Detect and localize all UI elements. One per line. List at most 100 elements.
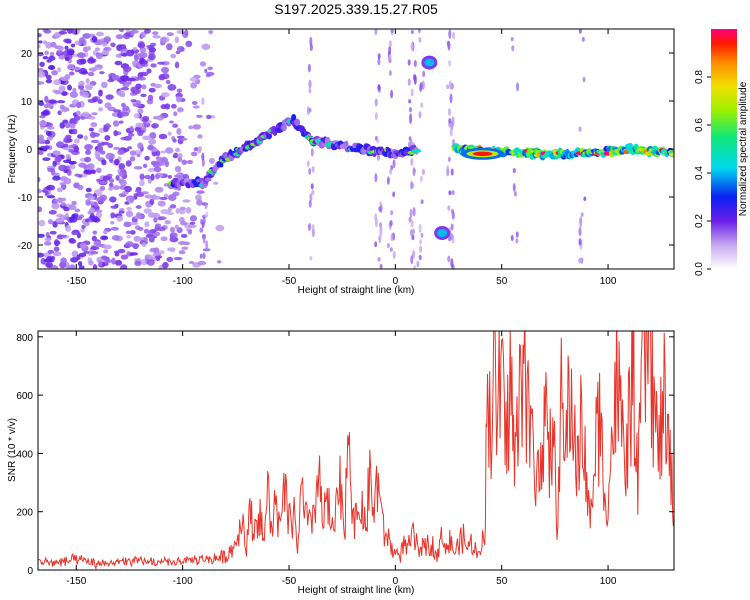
noise-blob (38, 252, 45, 258)
snr-x-tick-label: -100 (173, 576, 193, 587)
noise-blob (148, 235, 155, 239)
streak-blob (411, 235, 415, 241)
streak-blob (511, 45, 515, 52)
snr-series-line (38, 331, 674, 570)
noise-blob (74, 173, 80, 177)
colorbar-tick-label: 0.2 (694, 214, 705, 228)
noise-blob (133, 54, 139, 62)
spectrogram-y-ticks: -20 -10 0 10 20 (18, 49, 674, 252)
streak-blob (578, 29, 582, 34)
noise-blob (189, 221, 196, 226)
noise-blob (58, 85, 66, 92)
streak-blob (308, 199, 312, 208)
noise-blob (186, 160, 194, 165)
noise-blob (172, 138, 177, 143)
noise-blob (208, 157, 215, 164)
noise-blob (71, 231, 78, 236)
noise-blob (165, 79, 171, 85)
noise-blob (66, 168, 72, 176)
noise-blob (123, 135, 132, 141)
noise-blob (81, 111, 90, 118)
noise-blob (64, 45, 69, 51)
noise-blob (126, 49, 135, 57)
noise-blob (173, 256, 183, 261)
streak-blob (306, 160, 310, 167)
noise-blob (135, 205, 142, 209)
noise-blob (78, 252, 87, 257)
noise-blob (137, 108, 144, 114)
noise-blob (90, 251, 99, 255)
noise-blob (121, 53, 128, 57)
streak-blob (407, 59, 411, 66)
noise-blob (157, 216, 167, 220)
noise-blob (160, 150, 167, 154)
noise-blob (60, 201, 66, 206)
colorbar-label: Normalized spectral amplitude (738, 81, 749, 216)
noise-blob (135, 122, 145, 128)
noise-blob (123, 81, 132, 86)
spectrogram-x-tick-label: 100 (600, 276, 617, 287)
noise-blob (137, 142, 144, 150)
noise-blob (38, 40, 43, 44)
noise-blob (110, 42, 116, 48)
noise-blob (115, 54, 121, 58)
noise-blob (68, 204, 77, 211)
noise-blob (167, 131, 172, 136)
spectrogram-x-tick-label: -50 (282, 276, 297, 287)
noise-blob (52, 79, 62, 86)
noise-blob (153, 116, 158, 120)
figure-title: S197.2025.339.15.27.R05 (274, 1, 438, 17)
noise-blob (76, 58, 85, 65)
streak-blob (450, 258, 454, 268)
noise-blob (46, 59, 52, 63)
noise-blob (167, 206, 172, 213)
noise-blob (122, 105, 130, 112)
noise-blob (173, 152, 179, 158)
noise-blob (181, 246, 189, 250)
streak-blob (390, 210, 394, 216)
streak-blob (386, 176, 390, 185)
streak-blob (410, 180, 414, 190)
noise-blob (92, 230, 98, 235)
noise-blob (125, 210, 134, 218)
streak-blob (311, 189, 315, 196)
streak-blob (388, 40, 392, 48)
noise-blob (69, 122, 76, 129)
noise-blob (69, 164, 76, 170)
streak-blob (311, 165, 315, 173)
noise-blob (197, 148, 202, 154)
streak-blob (307, 63, 311, 73)
noise-blob (144, 174, 151, 180)
noise-blob (93, 202, 99, 207)
noise-blob (163, 183, 169, 187)
noise-blob (170, 103, 177, 109)
streak-blob (389, 247, 393, 253)
noise-blob (146, 68, 152, 74)
noise-blob (136, 153, 141, 158)
noise-blob (160, 156, 168, 163)
noise-blob (77, 134, 84, 139)
noise-blob (117, 248, 126, 254)
noise-blob (54, 89, 61, 95)
streak-blob (420, 232, 424, 238)
noise-blob (161, 66, 170, 74)
streak-blob (451, 211, 455, 220)
noise-blob (130, 86, 137, 91)
noise-blob (117, 149, 125, 156)
noise-blob (38, 101, 45, 106)
noise-blob (129, 125, 134, 132)
noise-blob (70, 43, 76, 48)
noise-blob (172, 123, 179, 128)
noise-blob (79, 243, 87, 249)
streak-blob (582, 76, 586, 83)
noise-blob (52, 150, 61, 156)
streak-blob (448, 190, 452, 196)
noise-blob (48, 64, 55, 70)
noise-blob (93, 265, 98, 269)
noise-blob (147, 94, 154, 102)
noise-blob (58, 31, 68, 35)
noise-blob (196, 114, 203, 118)
noise-blob (144, 29, 151, 34)
noise-blob (76, 216, 83, 221)
noise-blob (38, 176, 41, 183)
